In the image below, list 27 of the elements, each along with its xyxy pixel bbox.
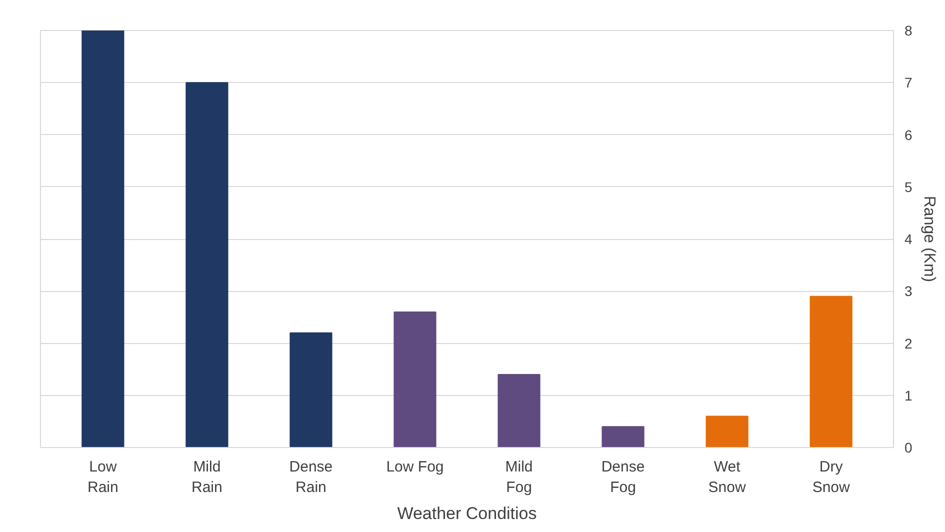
x-tick-label: Mild Fog [505,458,533,496]
bar [290,332,332,448]
y-tick-label: 2 [904,335,912,352]
bar [498,374,540,448]
bar [602,426,644,448]
y-tick-label: 6 [904,126,912,143]
y-tick-label: 5 [904,178,912,195]
y-tick-label: 4 [904,231,912,247]
y-tick-label: 1 [904,387,912,404]
x-tick-label: Dense Fog [601,458,645,496]
x-tick-label: Dense Rain [289,458,333,496]
bar [394,311,436,448]
x-tick-label: Dry Snow [812,458,850,496]
bar [186,82,228,448]
y-tick-label: 3 [904,283,912,300]
x-axis-title: Weather Conditios [397,504,537,523]
x-tick-label: Mild Rain [192,458,222,496]
bar [82,30,124,448]
x-tick-label: Low Rain [87,458,118,496]
y-tick-label: 8 [904,22,912,38]
x-tick-label: Wet Snow [708,458,746,496]
bar [706,416,748,448]
y-axis-title: Range (Km) [920,196,938,282]
x-tick-label: Low Fog [386,458,444,476]
y-tick-label: 0 [904,440,912,456]
bar [810,296,852,448]
y-tick-label: 7 [904,74,912,91]
